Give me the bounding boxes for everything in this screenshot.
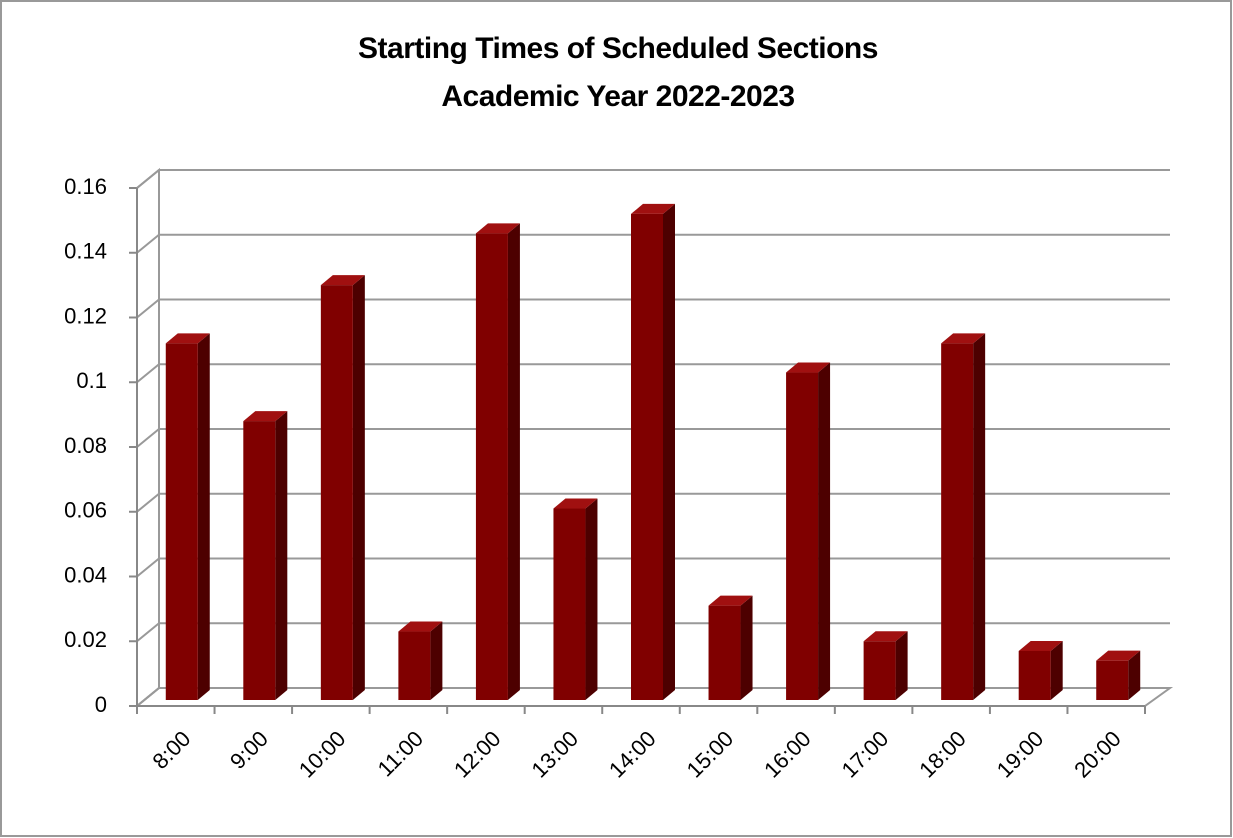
bar-side (895, 631, 908, 700)
bar-side (430, 621, 443, 700)
bar-side (585, 498, 598, 700)
bar (1018, 640, 1063, 700)
bar (320, 275, 365, 700)
bar (708, 595, 753, 700)
bar-side (973, 333, 986, 700)
bar-front (1096, 660, 1129, 700)
bar (165, 333, 210, 700)
grid-line (136, 363, 1170, 384)
bar-top (320, 275, 365, 286)
bar-top (631, 203, 675, 214)
bar (475, 223, 520, 700)
bar-front (1018, 650, 1051, 700)
chart-title: Starting Times of Scheduled Sections (358, 32, 878, 65)
bar-top (708, 595, 753, 606)
y-tick-label: 0.02 (64, 627, 107, 652)
bar-front (786, 372, 819, 700)
bar-top (941, 333, 986, 344)
grid-line (136, 687, 1170, 707)
bar-side (818, 362, 831, 700)
bar (243, 411, 288, 700)
bar (398, 621, 443, 700)
bar-front (553, 508, 586, 700)
bar-top (165, 333, 210, 344)
bar-front (941, 343, 974, 700)
bar (863, 631, 908, 700)
grid-line (136, 169, 1170, 189)
y-tick-label: 0 (95, 692, 107, 717)
bar-side (1128, 650, 1141, 700)
bar-side (197, 333, 210, 700)
grid-line (136, 557, 1170, 578)
bar (553, 498, 598, 700)
y-tick-label: 0.08 (64, 433, 107, 458)
bar-top (243, 411, 288, 422)
grid-line (136, 233, 1170, 254)
bar-side (663, 203, 675, 700)
y-tick-label: 0.04 (64, 562, 107, 587)
bar-front (165, 343, 198, 700)
bar-front (475, 233, 508, 700)
grid-line (136, 622, 1170, 643)
bar-top (863, 631, 908, 642)
bar-top (786, 362, 831, 373)
chart-subtitle: Academic Year 2022-2023 (441, 80, 794, 113)
bar-front (243, 421, 276, 700)
bar-side (275, 411, 288, 700)
bar-front (631, 213, 663, 700)
bar-front (320, 285, 353, 700)
bar-top (553, 498, 598, 509)
bar-top (1096, 650, 1141, 661)
y-tick-label: 0.1 (76, 368, 107, 393)
bar (786, 362, 831, 700)
bar-top (475, 223, 520, 234)
bar-side (1050, 640, 1063, 700)
bar-front (708, 605, 741, 700)
bar (1096, 650, 1141, 700)
bar-side (507, 223, 520, 700)
y-tick-label: 0.12 (64, 303, 107, 328)
grid-line (136, 492, 1170, 513)
bar-top (398, 621, 443, 632)
bar-side (740, 595, 753, 700)
grid-line (136, 428, 1170, 448)
y-tick-label: 0.14 (64, 239, 107, 264)
bar-front (863, 641, 896, 700)
y-tick-label: 0.16 (64, 174, 107, 199)
bar-side (352, 275, 365, 700)
bar (941, 333, 986, 700)
bar-top (1018, 640, 1063, 651)
bar-front (398, 631, 431, 700)
bar (631, 203, 675, 700)
grid-line (136, 298, 1170, 319)
y-tick-label: 0.06 (64, 498, 107, 523)
